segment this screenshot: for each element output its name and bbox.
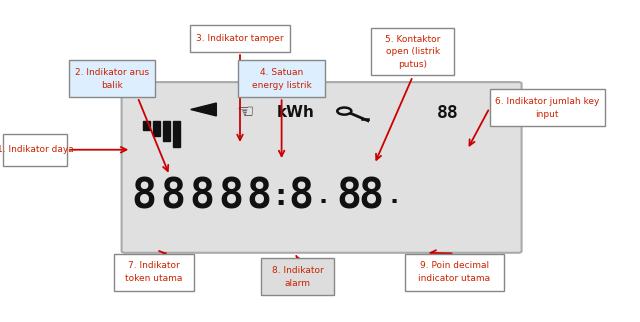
Text: 9. Poin decimal
indicator utama: 9. Poin decimal indicator utama (419, 261, 490, 283)
Text: 2. Indikator arus
balik: 2. Indikator arus balik (75, 68, 149, 90)
Text: ☜: ☜ (236, 103, 254, 122)
Text: 8: 8 (189, 175, 214, 217)
FancyBboxPatch shape (68, 61, 155, 98)
Text: 8: 8 (358, 175, 384, 217)
Text: .: . (386, 185, 401, 208)
Bar (153, 121, 160, 136)
Text: 8. Indikator
alarm: 8. Indikator alarm (272, 266, 323, 288)
Bar (143, 121, 150, 130)
Text: 7. Indikator
token utama: 7. Indikator token utama (125, 261, 182, 283)
Text: :: : (271, 182, 289, 211)
Text: 5. Kontaktor
open (listrik
putus): 5. Kontaktor open (listrik putus) (385, 34, 440, 69)
FancyBboxPatch shape (114, 254, 193, 290)
Text: 4. Satuan
energy listrik: 4. Satuan energy listrik (252, 68, 312, 90)
Text: 8: 8 (131, 175, 157, 217)
Text: 6. Indikator jumlah key
input: 6. Indikator jumlah key input (495, 97, 600, 118)
Text: 8: 8 (218, 175, 243, 217)
FancyBboxPatch shape (239, 61, 325, 98)
FancyBboxPatch shape (404, 254, 504, 290)
FancyBboxPatch shape (371, 28, 454, 75)
Text: 8: 8 (246, 175, 272, 217)
FancyBboxPatch shape (191, 25, 290, 52)
Text: 8: 8 (288, 175, 314, 217)
Text: 1. Indikator daya: 1. Indikator daya (0, 145, 74, 154)
Text: 88: 88 (437, 104, 459, 122)
FancyBboxPatch shape (122, 82, 522, 253)
Text: 3. Indikator tamper: 3. Indikator tamper (196, 34, 284, 43)
FancyBboxPatch shape (3, 134, 67, 166)
Polygon shape (191, 103, 216, 116)
Text: kWh: kWh (276, 105, 315, 120)
Text: 8: 8 (160, 175, 186, 217)
Text: .: . (316, 185, 331, 208)
Bar (173, 121, 180, 147)
Bar (163, 121, 170, 141)
FancyBboxPatch shape (261, 258, 335, 296)
FancyBboxPatch shape (490, 89, 605, 126)
Text: 8: 8 (336, 175, 362, 217)
